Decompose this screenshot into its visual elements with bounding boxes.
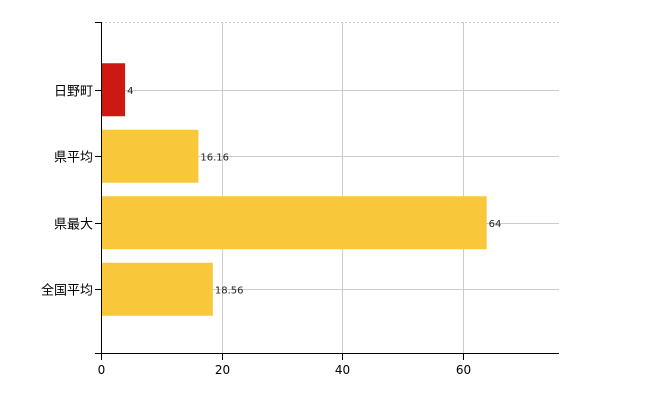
bars-layer (101, 63, 487, 316)
category-label-1: 県平均 (54, 151, 93, 166)
value-label-2: 64 (489, 219, 502, 230)
x-tick-label-3: 60 (456, 363, 471, 377)
bar-3 (101, 262, 213, 316)
category-label-2: 県最大 (54, 218, 93, 233)
value-label-3: 18.56 (215, 285, 244, 296)
value-label-0: 4 (127, 86, 133, 97)
value-label-1: 16.16 (200, 152, 229, 163)
bar-0 (101, 63, 126, 117)
x-tick-label-1: 20 (215, 363, 230, 377)
x-tick-label-2: 40 (335, 363, 350, 377)
category-label-3: 全国平均 (41, 283, 93, 299)
bar-2 (101, 196, 487, 250)
bar-1 (101, 129, 199, 183)
axis-layer (95, 22, 559, 360)
category-label-0: 日野町 (54, 85, 93, 100)
x-tick-label-0: 0 (98, 363, 106, 377)
